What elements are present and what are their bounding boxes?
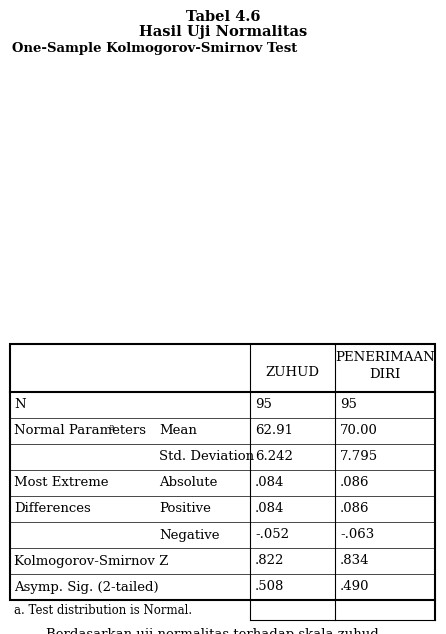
Text: Positive: Positive [159,503,211,515]
Text: 70.00: 70.00 [340,425,378,437]
Text: Asymp. Sig. (2-tailed): Asymp. Sig. (2-tailed) [14,581,159,593]
Text: Absolute: Absolute [159,477,217,489]
Text: Kolmogorov-Smirnov Z: Kolmogorov-Smirnov Z [14,555,169,567]
Text: One-Sample Kolmogorov-Smirnov Test: One-Sample Kolmogorov-Smirnov Test [12,42,297,55]
Text: Normal Parameters: Normal Parameters [14,425,146,437]
Text: .084: .084 [255,477,285,489]
Text: a. Test distribution is Normal.: a. Test distribution is Normal. [14,604,192,616]
Text: a: a [108,422,114,432]
Text: .834: .834 [340,555,369,567]
Text: 6.242: 6.242 [255,451,293,463]
Text: ZUHUD: ZUHUD [265,365,319,378]
Text: PENERIMAAN
DIRI: PENERIMAAN DIRI [335,351,435,381]
Text: Berdasarkan uji normalitas terhadap skala zuhud: Berdasarkan uji normalitas terhadap skal… [12,628,379,634]
Text: .490: .490 [340,581,369,593]
Text: .086: .086 [340,503,369,515]
Text: .822: .822 [255,555,285,567]
Text: Most Extreme: Most Extreme [14,477,108,489]
Text: Std. Deviation: Std. Deviation [159,451,254,463]
Text: N: N [14,399,25,411]
Text: 7.795: 7.795 [340,451,378,463]
Text: -.063: -.063 [340,529,374,541]
Text: 95: 95 [255,399,272,411]
Text: .508: .508 [255,581,285,593]
Text: -.052: -.052 [255,529,289,541]
Text: Tabel 4.6: Tabel 4.6 [186,10,260,24]
Text: Differences: Differences [14,503,91,515]
Text: Mean: Mean [159,425,197,437]
Text: 95: 95 [340,399,357,411]
Text: .086: .086 [340,477,369,489]
Text: .084: .084 [255,503,285,515]
Bar [10,344,435,600]
Text: Hasil Uji Normalitas: Hasil Uji Normalitas [139,25,307,39]
Text: 62.91: 62.91 [255,425,293,437]
Text: Negative: Negative [159,529,219,541]
